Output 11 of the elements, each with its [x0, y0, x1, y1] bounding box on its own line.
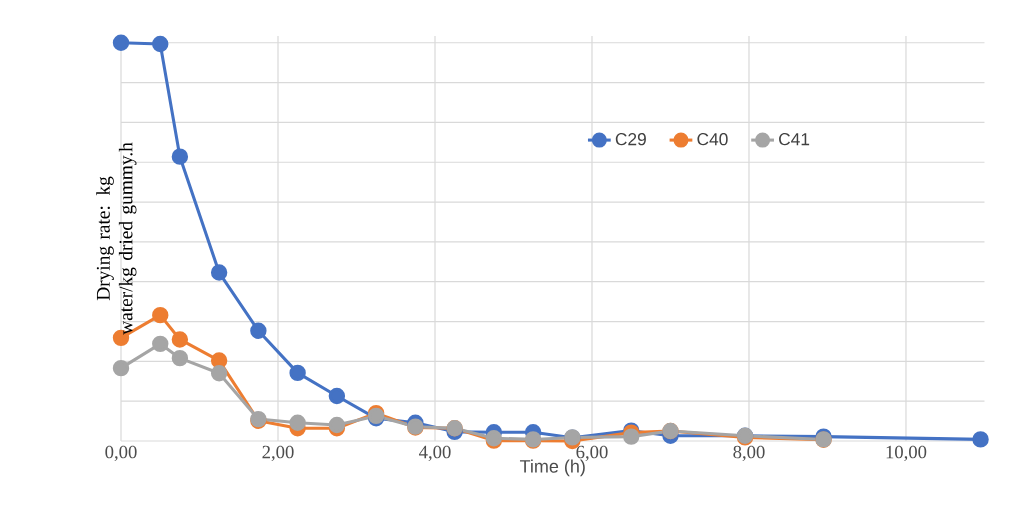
legend-label: C29 — [615, 133, 646, 146]
x-tick-label: 6,00 — [576, 445, 608, 461]
x-tick-label: 4,00 — [419, 445, 451, 461]
x-axis-title: Time (h) — [519, 459, 585, 477]
legend-label: C41 — [779, 133, 810, 146]
y-axis-title: Drying rate: kg water/kg dried gummy.h — [96, 142, 137, 335]
x-tick-label: 0,00 — [105, 445, 137, 461]
x-tick-label: 2,00 — [262, 445, 294, 461]
x-tick-label: 8,00 — [733, 445, 765, 461]
legend-label: C40 — [697, 133, 728, 146]
x-tick-label: 10,00 — [886, 445, 927, 461]
